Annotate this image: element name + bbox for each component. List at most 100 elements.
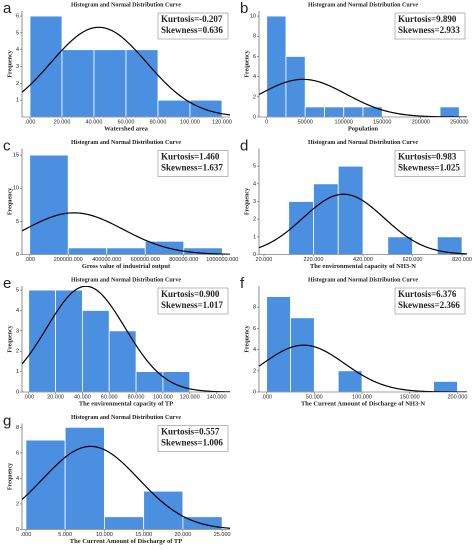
x-tick-label: .000 (261, 394, 272, 400)
y-tick-label: 1 (16, 98, 19, 104)
x-tick-label: 100000 (335, 119, 353, 125)
x-tick-label: 200.000 (448, 394, 468, 400)
bar (313, 183, 339, 255)
x-tick-label: 40.000 (86, 119, 103, 125)
annotation: Kurtosis=1.460 (161, 152, 220, 162)
x-axis-label: The Current Amount of Discharge of TP (70, 538, 182, 545)
x-tick-label: .000 (21, 532, 32, 538)
annotation: Skewness=0.636 (161, 25, 223, 35)
annotation: Skewness=1.637 (161, 163, 223, 173)
normal-curve (259, 344, 467, 392)
chart-title: Histogram and Normal Distribution Curve (308, 140, 418, 146)
panel: a Histogram and Normal Distribution Curve… (3, 0, 232, 132)
bar (337, 370, 363, 393)
y-tick-label: 8 (253, 34, 256, 40)
y-tick-label: 4 (16, 308, 19, 314)
y-tick-label: 4 (16, 47, 19, 53)
x-tick-label: 20.000 (174, 532, 191, 538)
panel-label: e (3, 275, 11, 292)
bar (290, 317, 315, 393)
panel: c Histogram and Normal Distribution Curve… (3, 137, 238, 270)
x-tick-label: 20.000 (47, 394, 64, 400)
normal-curve (22, 286, 230, 392)
stats-box (394, 12, 466, 40)
y-tick-label: 6 (253, 54, 256, 60)
y-axis-label: Frequency (7, 50, 13, 77)
annotation: Kurtosis=0.900 (161, 289, 220, 299)
x-tick-label: 60.000 (118, 119, 135, 125)
y-tick-label: 10 (13, 186, 19, 192)
chart-title: Histogram and Normal Distribution Curve (71, 415, 181, 421)
x-axis-label: The Current Amount of Discharge of NH3-N (301, 400, 425, 407)
y-tick-label: 0 (253, 114, 256, 120)
bar (93, 49, 127, 118)
x-tick-label: 20.000 (54, 119, 71, 125)
bar (67, 247, 108, 255)
x-tick-label: 100.000 (180, 119, 200, 125)
y-axis-label: Frequency (7, 463, 13, 490)
y-tick-label: 5 (16, 30, 19, 36)
x-tick-label: 150.000 (400, 394, 420, 400)
x-tick-label: 250000 (450, 119, 468, 125)
panel: d Histogram and Normal Distribution Curve… (240, 137, 472, 270)
x-tick-label: 80.000 (128, 394, 145, 400)
bar (55, 289, 83, 393)
annotation: Kurtosis=9.890 (398, 14, 457, 24)
y-tick-label: 8 (16, 425, 19, 431)
y-axis-label: Frequency (244, 325, 250, 352)
normal-curve (259, 78, 467, 117)
stats-box (394, 287, 466, 315)
panel-label: c (3, 137, 11, 154)
bar (162, 371, 191, 393)
panel-label: a (3, 0, 12, 17)
x-tick-label: 120.000 (180, 394, 200, 400)
y-tick-label: 6 (16, 450, 19, 456)
x-tick-label: .000 (23, 394, 34, 400)
chart-title: Histogram and Normal Distribution Curve (71, 140, 181, 146)
panel-label: b (240, 0, 248, 17)
x-tick-label: 60.000 (101, 394, 118, 400)
y-axis-label: Frequency (7, 325, 13, 352)
x-axis-label: Watershed area (104, 125, 148, 132)
y-tick-label: 6 (253, 326, 256, 332)
bar (436, 236, 463, 255)
x-tick-label: 120.000 (212, 119, 232, 125)
x-axis-label: The environmental capacity of TP (79, 400, 173, 407)
bar (81, 310, 110, 393)
annotation: Skewness=2.366 (398, 300, 460, 310)
y-tick-label: 3 (16, 64, 19, 70)
x-tick-label: 100.000 (153, 394, 173, 400)
y-tick-label: 4 (253, 74, 256, 80)
chart-title: Histogram and Normal Distribution Curve (308, 2, 418, 8)
x-tick-label: 400000.000 (92, 257, 121, 263)
y-tick-label: 0 (16, 527, 19, 533)
x-tick-label: 100.000 (352, 394, 372, 400)
annotation: Kurtosis=-0.207 (161, 14, 223, 24)
y-tick-label: 2 (253, 217, 256, 223)
annotation: Skewness=1.025 (398, 163, 460, 173)
bar (433, 380, 458, 393)
annotation: Skewness=1.017 (161, 300, 223, 310)
y-axis-label: Frequency (7, 188, 13, 215)
y-tick-label: 5 (16, 288, 19, 294)
y-tick-label: 1 (253, 234, 256, 240)
chart-title: Histogram and Normal Distribution Curve (71, 277, 181, 283)
panel-label: d (240, 137, 248, 154)
bar (25, 439, 66, 530)
y-tick-label: 6 (16, 14, 19, 20)
bar (104, 516, 145, 530)
x-tick-label: 10.000 (96, 532, 113, 538)
normal-curve (22, 212, 230, 255)
bar (106, 247, 146, 255)
x-tick-label: 0 (265, 119, 268, 125)
y-tick-label: 5 (16, 219, 19, 225)
y-tick-label: 2 (253, 368, 256, 374)
x-tick-label: 200000 (412, 119, 430, 125)
bar (135, 371, 164, 393)
x-tick-label: 420.000 (353, 257, 373, 263)
x-tick-label: .000 (25, 119, 36, 125)
bar (285, 56, 306, 118)
y-tick-label: 2 (253, 94, 256, 100)
x-tick-label: 25.000 (214, 532, 231, 538)
stats-box (157, 12, 229, 40)
